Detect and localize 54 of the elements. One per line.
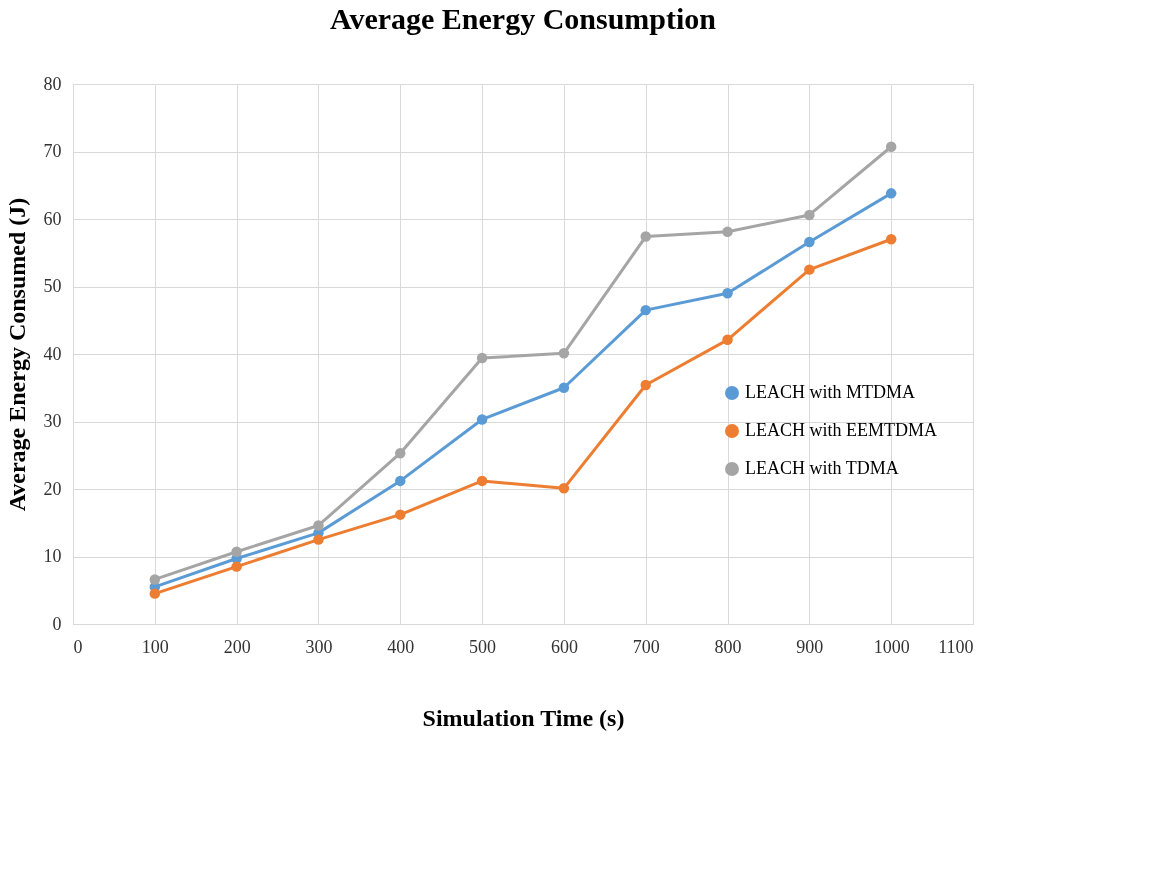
point bbox=[804, 209, 815, 221]
point bbox=[722, 288, 733, 299]
x-tick-label: 900 bbox=[796, 636, 824, 657]
x-tick-label: 1000 bbox=[873, 636, 910, 657]
point bbox=[558, 382, 570, 393]
point bbox=[149, 574, 161, 585]
y-tick-label: 40 bbox=[43, 343, 62, 364]
legend-label: LEACH with MTDMA bbox=[745, 382, 915, 402]
y-tick-label: 30 bbox=[43, 411, 62, 431]
point bbox=[476, 414, 488, 425]
point bbox=[640, 304, 651, 316]
x-tick-label: 200 bbox=[223, 636, 251, 657]
x-tick-label: 500 bbox=[469, 636, 497, 657]
x-tick-label: 1100 bbox=[938, 636, 974, 657]
legend-label: LEACH with EEMTDMA bbox=[745, 420, 937, 440]
point bbox=[231, 546, 242, 558]
point bbox=[395, 509, 406, 520]
x-tick-label: 600 bbox=[550, 636, 578, 657]
y-axis-title: Average Energy Consumed (J) bbox=[3, 197, 30, 512]
x-tick-label: 700 bbox=[632, 636, 660, 657]
chart-title: Average Energy Consumption bbox=[329, 2, 717, 35]
x-tick-label: 400 bbox=[387, 636, 415, 657]
point bbox=[804, 264, 815, 275]
point bbox=[558, 483, 570, 494]
point bbox=[395, 475, 406, 487]
y-tick-label: 50 bbox=[43, 276, 62, 296]
point bbox=[722, 334, 733, 346]
point bbox=[558, 348, 570, 359]
point bbox=[149, 588, 161, 599]
point bbox=[804, 236, 815, 248]
point bbox=[722, 226, 733, 238]
y-tick-label: 20 bbox=[43, 478, 62, 499]
point bbox=[885, 234, 897, 245]
point bbox=[476, 352, 488, 364]
y-tick-label: 80 bbox=[43, 73, 62, 94]
point bbox=[231, 561, 242, 572]
point bbox=[313, 534, 324, 545]
point bbox=[476, 475, 488, 487]
legend-label: LEACH with TDMA bbox=[745, 458, 899, 478]
point bbox=[885, 141, 897, 153]
x-tick-label: 0 bbox=[73, 636, 83, 657]
point bbox=[640, 231, 651, 242]
y-tick-label: 60 bbox=[43, 208, 62, 229]
x-tick-label: 300 bbox=[305, 636, 333, 657]
x-axis-title: Simulation Time (s) bbox=[422, 704, 625, 731]
y-tick-label: 10 bbox=[43, 546, 62, 566]
x-tick-label: 800 bbox=[714, 636, 742, 657]
x-tick-label: 100 bbox=[141, 636, 169, 657]
y-tick-label: 70 bbox=[43, 141, 62, 161]
y-tick-label: 0 bbox=[52, 613, 62, 634]
point bbox=[640, 379, 651, 391]
point bbox=[313, 520, 324, 531]
point bbox=[885, 188, 897, 199]
point bbox=[395, 447, 406, 459]
